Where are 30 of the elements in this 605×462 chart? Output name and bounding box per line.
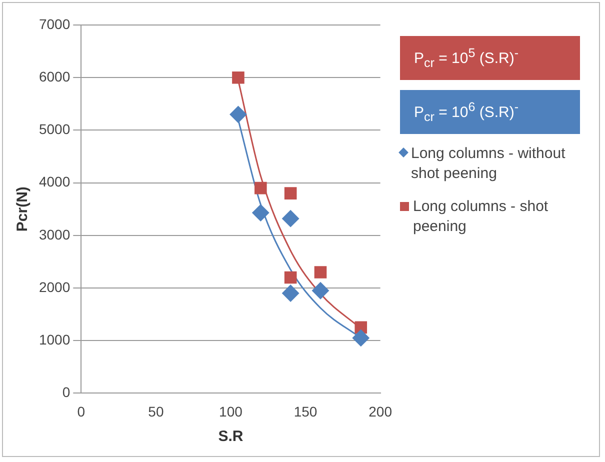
point [252, 204, 270, 222]
point [284, 271, 297, 284]
y-tick-label: 7000 [38, 16, 70, 32]
point [230, 106, 247, 123]
x-axis-title: S.R [218, 428, 244, 446]
y-tick-label: 6000 [38, 68, 70, 84]
point [282, 284, 300, 302]
x-tick-label: 50 [148, 403, 164, 420]
y-tick-label: 4000 [38, 174, 70, 190]
y-tick-label: 3000 [38, 226, 70, 242]
y-tick-label: 1000 [38, 331, 70, 348]
legend-label: Long columns - shot peening [413, 196, 550, 237]
point [312, 282, 329, 300]
x-tick-label: 150 [294, 403, 318, 420]
x-tick-label: 200 [368, 403, 392, 420]
y-axis-title: Pcr(N) [14, 186, 32, 232]
point [254, 182, 267, 194]
point [284, 187, 297, 200]
point [314, 266, 327, 278]
legend-label: Long columns - without shot peening [411, 144, 566, 184]
x-tick-label: 0 [77, 403, 86, 420]
x-tick-label: 100 [219, 403, 243, 420]
point [352, 329, 370, 346]
y-tick-label: 2000 [38, 278, 70, 295]
y-tick-label: 0 [62, 384, 70, 400]
text: P$_{cr}$ = 10$^{6}$ (S.R)$^{-}$ [400, 90, 580, 134]
point [282, 210, 300, 228]
point [232, 71, 244, 84]
y-tick-label: 5000 [38, 121, 70, 138]
text: P$_{cr}$ = 10$^{5}$ (S.R)$^{-}$ [400, 36, 580, 80]
